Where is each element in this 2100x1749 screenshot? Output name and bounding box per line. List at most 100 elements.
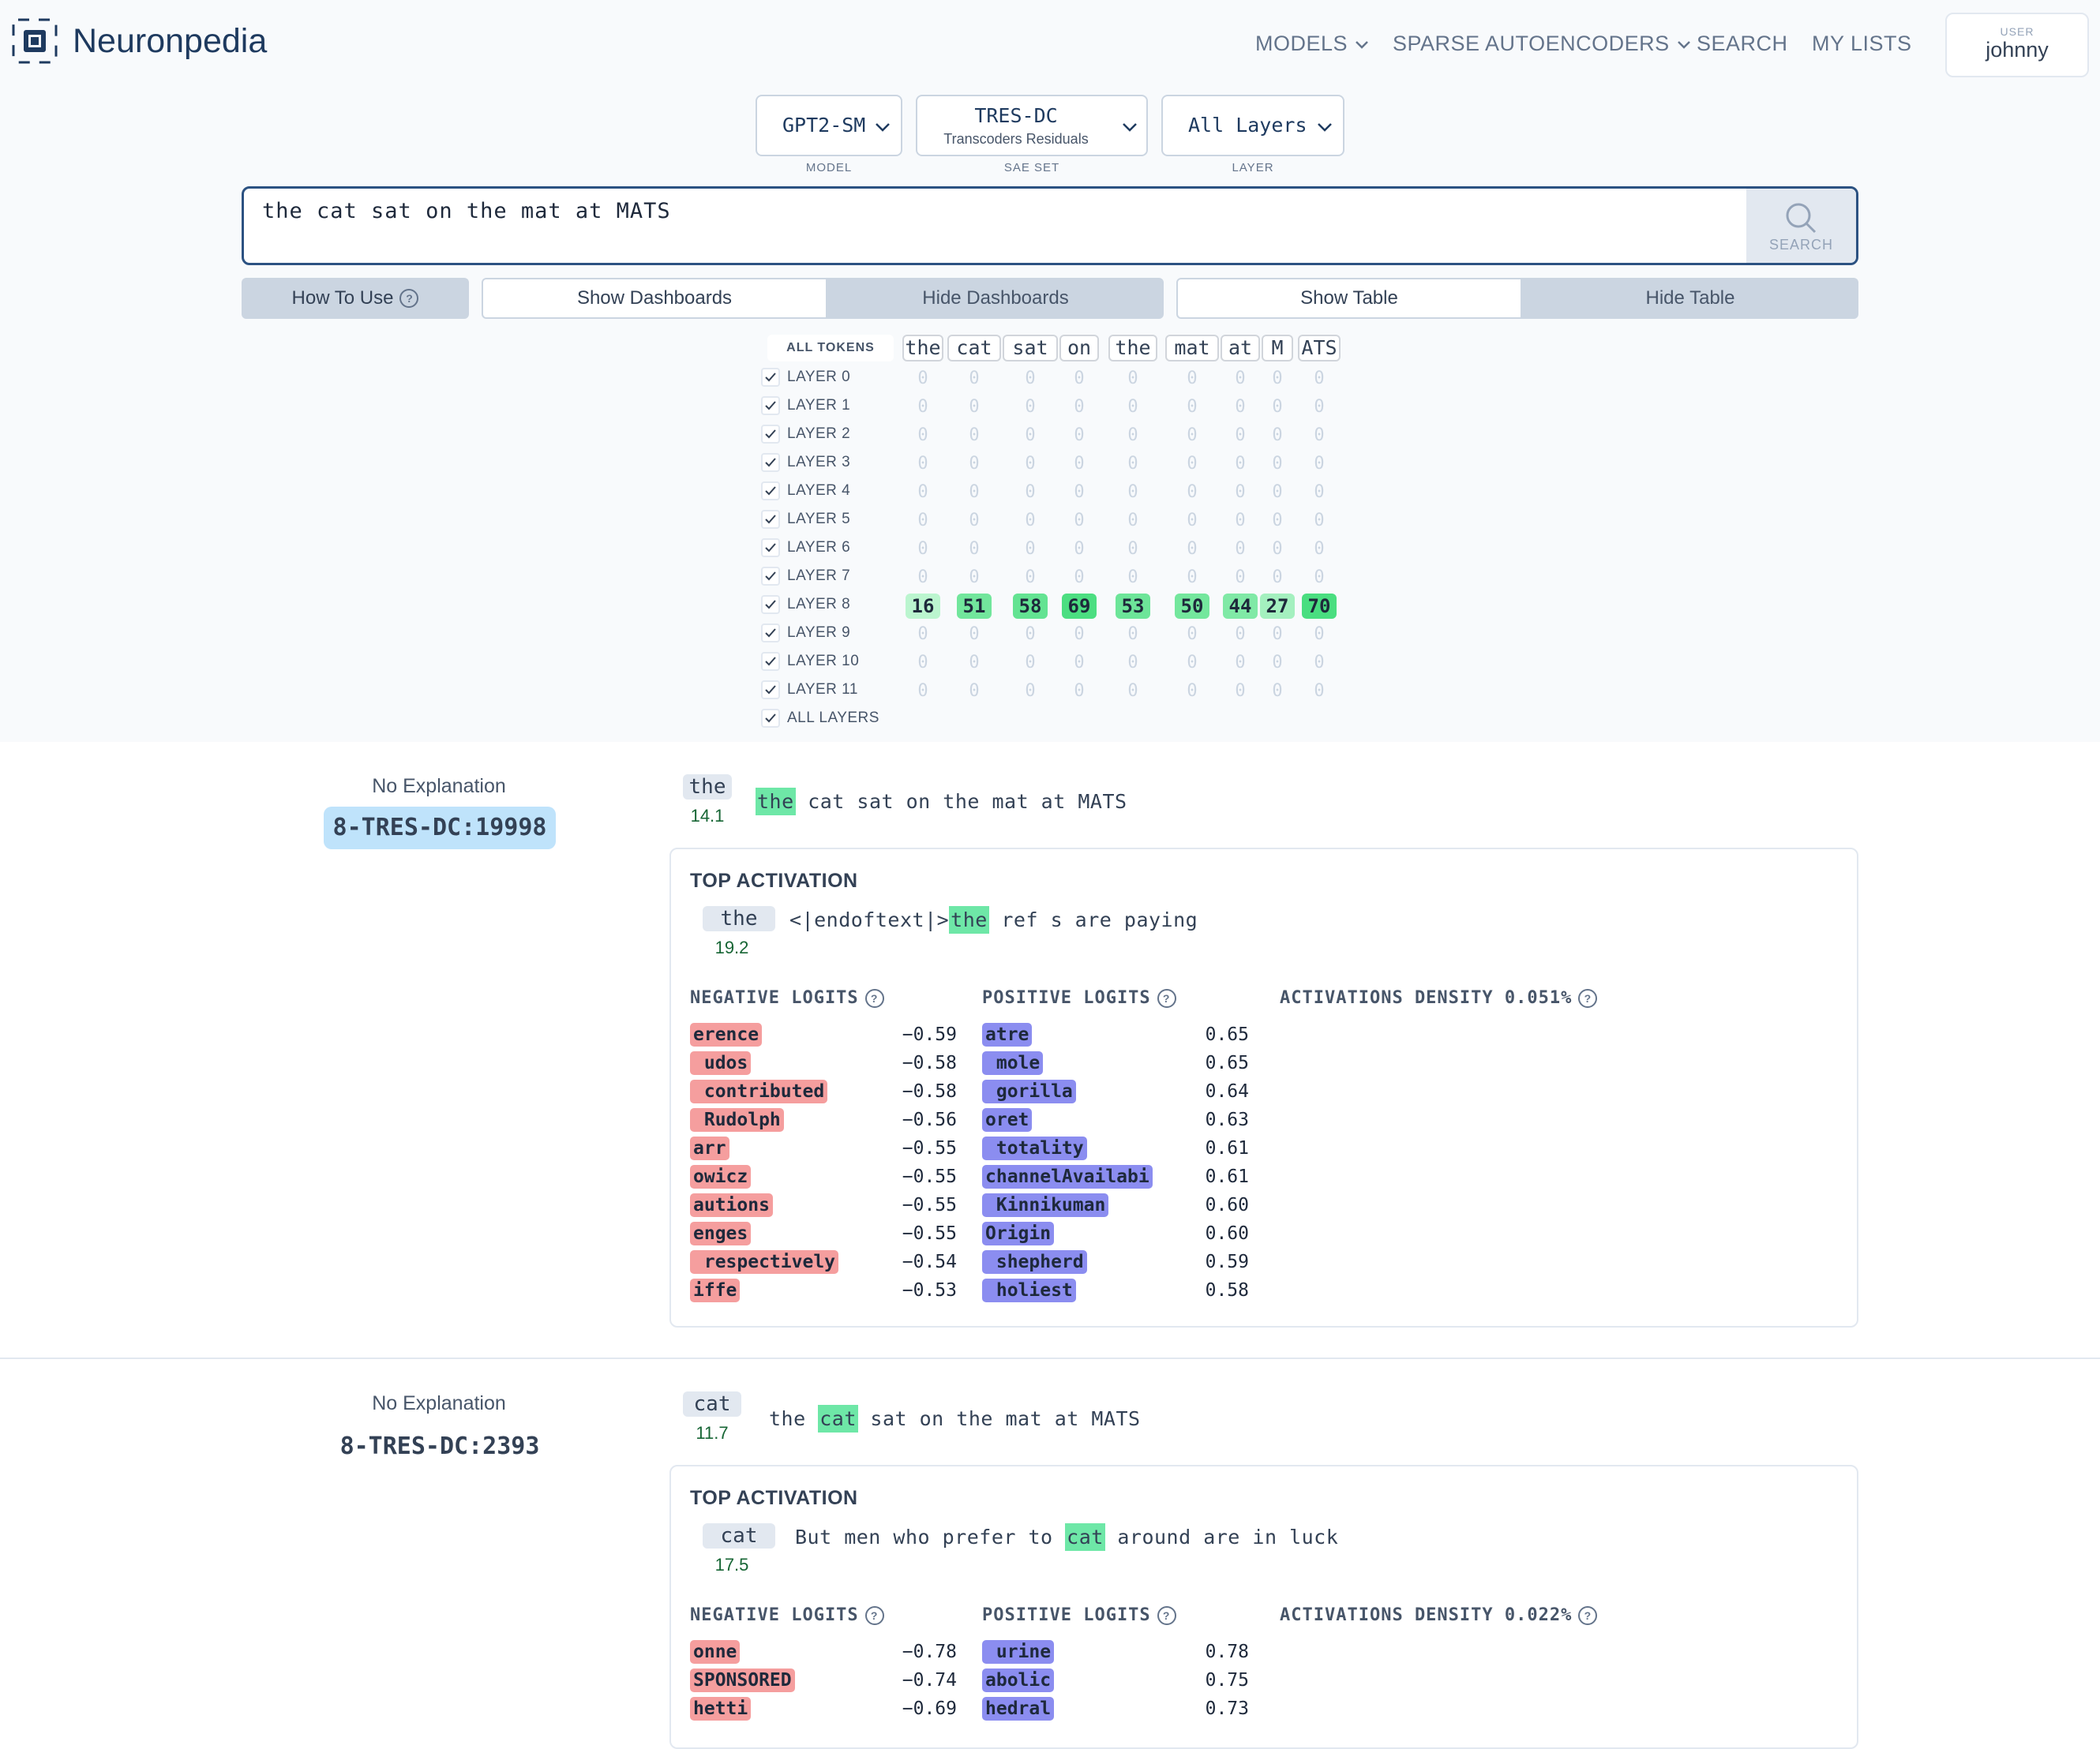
activation-cell-zero[interactable]: 0 [1314, 567, 1325, 587]
nav-search[interactable]: SEARCH [1697, 32, 1788, 55]
activation-cell-zero[interactable]: 0 [1272, 425, 1283, 445]
activation-cell-zero[interactable]: 0 [1272, 681, 1283, 701]
token-header[interactable]: on [1059, 335, 1099, 361]
activation-cell-zero[interactable]: 0 [1272, 624, 1283, 644]
activation-cell-zero[interactable]: 0 [1127, 482, 1138, 502]
activation-cell-zero[interactable]: 0 [1127, 681, 1138, 701]
activation-cell-zero[interactable]: 0 [1314, 653, 1325, 672]
activation-cell-zero[interactable]: 0 [1127, 624, 1138, 644]
activation-cell-zero[interactable]: 0 [1187, 681, 1198, 701]
activation-cell-zero[interactable]: 0 [1272, 482, 1283, 502]
activation-cell-zero[interactable]: 0 [1025, 397, 1036, 417]
activation-cell-zero[interactable]: 0 [1074, 539, 1085, 559]
activation-cell-zero[interactable]: 0 [1187, 624, 1198, 644]
layer-checkbox[interactable] [761, 624, 780, 642]
nav-models[interactable]: MODELS [1255, 24, 1370, 63]
activation-cell-zero[interactable]: 0 [1272, 397, 1283, 417]
activation-cell-zero[interactable]: 0 [1187, 567, 1198, 587]
activation-cell-zero[interactable]: 0 [1235, 369, 1246, 388]
activation-cell-zero[interactable]: 0 [1314, 369, 1325, 388]
layer-row-label[interactable]: LAYER 9 [787, 624, 851, 641]
all-layers-label[interactable]: ALL LAYERS [787, 710, 879, 726]
activation-cell-zero[interactable]: 0 [1235, 482, 1246, 502]
activation-cell-zero[interactable]: 0 [1187, 482, 1198, 502]
show-dashboards-button[interactable]: Show Dashboards [482, 278, 827, 319]
layer-checkbox[interactable] [761, 425, 780, 444]
activation-cell-zero[interactable]: 0 [917, 567, 928, 587]
activation-cell-zero[interactable]: 0 [1314, 482, 1325, 502]
activation-cell-zero[interactable]: 0 [1314, 511, 1325, 530]
activation-cell-zero[interactable]: 0 [1127, 653, 1138, 672]
activation-cell-zero[interactable]: 0 [1235, 681, 1246, 701]
activation-cell-zero[interactable]: 0 [1314, 624, 1325, 644]
search-query-text[interactable]: the cat sat on the mat at MATS [262, 199, 671, 223]
activation-cell-zero[interactable]: 0 [1074, 425, 1085, 445]
layer-row-label[interactable]: LAYER 5 [787, 511, 851, 527]
activation-cell-zero[interactable]: 0 [1025, 425, 1036, 445]
search-button[interactable] [1746, 189, 1856, 263]
activation-cell-zero[interactable]: 0 [1187, 369, 1198, 388]
activation-cell-zero[interactable]: 0 [1235, 567, 1246, 587]
layer-row-label[interactable]: LAYER 2 [787, 425, 851, 442]
activation-cell-zero[interactable]: 0 [969, 482, 980, 502]
user-menu-button[interactable]: USER johnny [1945, 13, 2089, 77]
help-icon[interactable]: ? [864, 1606, 884, 1625]
activation-cell-zero[interactable]: 0 [969, 624, 980, 644]
activation-cell-zero[interactable]: 0 [917, 624, 928, 644]
neuronpedia-logo-icon[interactable] [11, 17, 58, 65]
token-header[interactable]: ATS [1298, 335, 1341, 361]
help-icon[interactable]: ? [1578, 1606, 1598, 1625]
layer-row-label[interactable]: LAYER 6 [787, 539, 851, 556]
help-icon[interactable]: ? [1157, 989, 1176, 1008]
hide-dashboards-button[interactable]: Hide Dashboards [827, 278, 1164, 319]
activation-cell-zero[interactable]: 0 [1025, 681, 1036, 701]
activation-cell-zero[interactable]: 0 [1127, 567, 1138, 587]
show-table-button[interactable]: Show Table [1176, 278, 1522, 319]
layer-checkbox[interactable] [761, 567, 780, 586]
activation-cell[interactable]: 16 [906, 594, 940, 619]
help-icon[interactable]: ? [864, 989, 884, 1008]
layer-row-label[interactable]: LAYER 1 [787, 397, 851, 414]
activation-cell-zero[interactable]: 0 [1235, 511, 1246, 530]
activation-cell-zero[interactable]: 0 [1074, 653, 1085, 672]
activation-cell-zero[interactable]: 0 [969, 539, 980, 559]
token-header[interactable]: M [1262, 335, 1293, 361]
activation-cell-zero[interactable]: 0 [1025, 653, 1036, 672]
how-to-use-button[interactable]: How To Use? [242, 278, 469, 319]
activation-cell-zero[interactable]: 0 [969, 454, 980, 474]
activation-cell-zero[interactable]: 0 [969, 511, 980, 530]
activation-cell[interactable]: 51 [957, 594, 992, 619]
activation-cell-zero[interactable]: 0 [969, 681, 980, 701]
activation-cell-zero[interactable]: 0 [1187, 653, 1198, 672]
activation-cell-zero[interactable]: 0 [1074, 681, 1085, 701]
activation-cell-zero[interactable]: 0 [1025, 511, 1036, 530]
nav-sparse-autoencoders[interactable]: SPARSE AUTOENCODERS [1393, 24, 1692, 63]
activation-cell[interactable]: 70 [1302, 594, 1337, 619]
activation-cell-zero[interactable]: 0 [1187, 539, 1198, 559]
activation-cell-zero[interactable]: 0 [1235, 653, 1246, 672]
activation-cell-zero[interactable]: 0 [1025, 624, 1036, 644]
activation-cell-zero[interactable]: 0 [1074, 369, 1085, 388]
activation-cell-zero[interactable]: 0 [1235, 539, 1246, 559]
layer-row-label[interactable]: LAYER 8 [787, 596, 851, 612]
model-select[interactable]: GPT2-SM [756, 95, 902, 156]
token-header[interactable]: cat [947, 335, 1001, 361]
activation-cell-zero[interactable]: 0 [1074, 624, 1085, 644]
layer-checkbox[interactable] [761, 709, 780, 728]
layer-checkbox[interactable] [761, 538, 780, 557]
activation-cell-zero[interactable]: 0 [1025, 567, 1036, 587]
activation-cell-zero[interactable]: 0 [1272, 369, 1283, 388]
activation-cell-zero[interactable]: 0 [1127, 369, 1138, 388]
token-header[interactable]: mat [1165, 335, 1219, 361]
activation-cell-zero[interactable]: 0 [917, 511, 928, 530]
activation-cell-zero[interactable]: 0 [1314, 681, 1325, 701]
activation-cell-zero[interactable]: 0 [1127, 511, 1138, 530]
activation-cell-zero[interactable]: 0 [917, 653, 928, 672]
layer-checkbox[interactable] [761, 595, 780, 614]
sae-set-select[interactable]: TRES-DC Transcoders Residuals [916, 95, 1148, 156]
activation-cell-zero[interactable]: 0 [1187, 397, 1198, 417]
activation-cell-zero[interactable]: 0 [1074, 482, 1085, 502]
activation-cell-zero[interactable]: 0 [1272, 539, 1283, 559]
activation-cell[interactable]: 44 [1223, 594, 1258, 619]
activation-cell-zero[interactable]: 0 [1272, 567, 1283, 587]
